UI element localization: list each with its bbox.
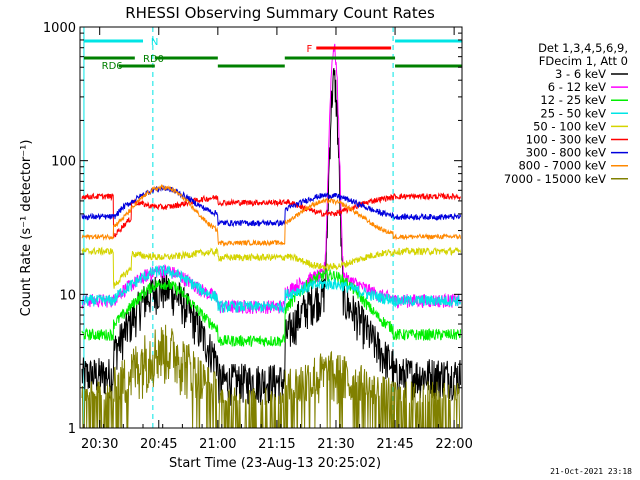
legend-entry-5: 100 - 300 keV	[526, 133, 606, 147]
series-line-8	[81, 324, 461, 429]
rd0-label: RD0	[143, 54, 164, 65]
legend-entry-2: 12 - 25 keV	[540, 93, 606, 107]
x-axis: 20:30 20:45 21:00 21:15 21:30 21:45 22:00	[81, 27, 473, 452]
x-tick-label-5: 21:45	[376, 437, 413, 452]
legend-entry-8: 7000 - 15000 keV	[504, 172, 606, 186]
series-line-6	[81, 185, 461, 228]
plot-area: N F RD0 RD6	[79, 26, 463, 429]
legend-entry-0: 3 - 6 keV	[555, 67, 606, 81]
x-axis-label: Start Time (23-Aug-13 20:25:02)	[169, 456, 381, 471]
y-tick-label-2: 100	[51, 155, 76, 170]
series-line-2	[81, 269, 461, 347]
night-label: N	[151, 37, 158, 48]
legend: Det 1,3,4,5,6,9, FDecim 1, Att 0 3 - 6 k…	[504, 41, 628, 186]
x-tick-label-1: 20:45	[140, 437, 177, 452]
series-line-1	[81, 43, 461, 314]
y-tick-label-0: 1	[68, 422, 76, 437]
x-tick-label-4: 21:30	[317, 437, 354, 452]
legend-entry-4: 50 - 100 keV	[533, 119, 606, 133]
x-tick-label-6: 22:00	[435, 437, 472, 452]
series-line-4	[81, 246, 461, 289]
y-tick-label-1: 10	[59, 288, 76, 303]
x-tick-label-2: 21:00	[199, 437, 236, 452]
plot-frame	[79, 26, 463, 429]
y-axis-label: Count Rate (s⁻¹ detector⁻¹)	[19, 140, 34, 317]
legend-header-line-2: FDecim 1, Att 0	[539, 54, 628, 68]
y-tick-label-3: 1000	[43, 21, 76, 36]
legend-entry-6: 300 - 800 keV	[526, 146, 606, 160]
series-line-3	[81, 264, 461, 314]
series-line-5	[81, 192, 461, 239]
series-line-0	[81, 67, 461, 406]
legend-entry-1: 6 - 12 keV	[548, 80, 606, 94]
flare-label: F	[306, 44, 312, 55]
legend-header-line-1: Det 1,3,4,5,6,9,	[538, 41, 628, 55]
x-tick-label-0: 20:30	[81, 437, 118, 452]
legend-entry-3: 25 - 50 keV	[540, 106, 606, 120]
legend-entry-7: 800 - 7000 keV	[518, 159, 606, 173]
x-tick-label-3: 21:15	[258, 437, 295, 452]
rd6-label: RD6	[102, 61, 123, 72]
series-line-7	[81, 183, 461, 247]
footer-timestamp: 21-Oct-2021 23:18	[550, 467, 632, 476]
chart-title: RHESSI Observing Summary Count Rates	[125, 4, 435, 22]
y-axis: 1 10 100 1000	[43, 21, 462, 437]
